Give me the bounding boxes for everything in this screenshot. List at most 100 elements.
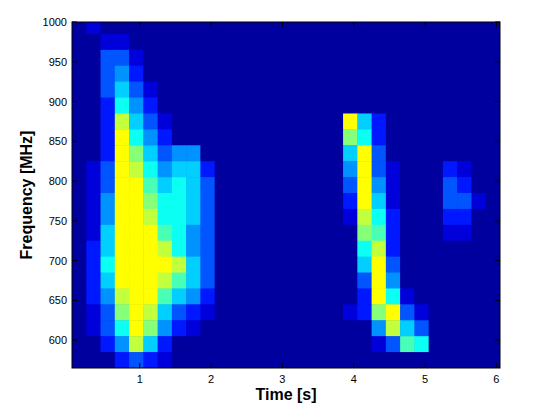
cell: [457, 257, 472, 273]
cell: [457, 161, 472, 177]
cell: [414, 129, 429, 145]
cell: [443, 129, 458, 145]
cell: [471, 129, 486, 145]
cell: [229, 320, 244, 336]
cell: [215, 22, 230, 34]
cell: [229, 304, 244, 320]
cell: [414, 241, 429, 257]
cell: [86, 129, 101, 145]
cell: [457, 50, 472, 66]
cell: [215, 50, 230, 66]
cell: [101, 66, 116, 82]
cell: [115, 161, 130, 177]
cell: [414, 161, 429, 177]
cell: [286, 177, 301, 193]
cell: [443, 98, 458, 114]
cell: [357, 209, 372, 225]
cell: [272, 209, 287, 225]
cell: [72, 193, 87, 209]
cell: [86, 336, 101, 352]
cell: [329, 320, 344, 336]
cell: [243, 352, 258, 368]
cell: [372, 145, 387, 161]
cell: [272, 193, 287, 209]
cell: [86, 352, 101, 368]
cell: [257, 82, 272, 98]
cell: [101, 225, 116, 241]
cell: [443, 241, 458, 257]
cell: [429, 113, 444, 129]
cell: [343, 82, 358, 98]
cell: [386, 241, 401, 257]
cell: [486, 304, 500, 320]
cell: [200, 225, 215, 241]
cell: [143, 177, 158, 193]
cell: [343, 145, 358, 161]
cell: [129, 50, 144, 66]
x-tick-top: [353, 22, 354, 27]
cell: [172, 161, 187, 177]
cell: [357, 273, 372, 289]
cell: [243, 82, 258, 98]
x-tick-label: 3: [279, 373, 285, 385]
cell: [143, 145, 158, 161]
cell: [172, 50, 187, 66]
cell: [286, 34, 301, 50]
y-tick-right: [495, 260, 500, 261]
cell: [457, 352, 472, 368]
cell: [300, 66, 315, 82]
cell: [329, 82, 344, 98]
cell: [386, 66, 401, 82]
cell: [257, 320, 272, 336]
cell: [486, 320, 500, 336]
cell: [172, 320, 187, 336]
cell: [101, 320, 116, 336]
cell: [158, 304, 173, 320]
cells: [72, 22, 500, 368]
cell: [172, 113, 187, 129]
cell: [386, 304, 401, 320]
cell: [457, 288, 472, 304]
cell: [101, 273, 116, 289]
cell: [286, 145, 301, 161]
cell: [115, 288, 130, 304]
cell: [115, 225, 130, 241]
cell: [471, 209, 486, 225]
cell: [115, 241, 130, 257]
y-tick-label: 900: [49, 96, 67, 108]
cell: [115, 34, 130, 50]
cell: [429, 98, 444, 114]
cell: [286, 336, 301, 352]
cell: [186, 50, 201, 66]
cell: [229, 145, 244, 161]
cell: [86, 34, 101, 50]
cell: [343, 161, 358, 177]
cell: [86, 257, 101, 273]
y-tick-right: [495, 61, 500, 62]
cell: [143, 66, 158, 82]
cell: [257, 288, 272, 304]
cell: [372, 257, 387, 273]
cell: [443, 50, 458, 66]
cell: [229, 352, 244, 368]
cell: [143, 161, 158, 177]
cell: [386, 82, 401, 98]
cell: [386, 225, 401, 241]
cell: [158, 241, 173, 257]
cell: [186, 145, 201, 161]
x-tick: [425, 363, 426, 368]
cell: [272, 177, 287, 193]
cell: [172, 82, 187, 98]
cell: [471, 193, 486, 209]
cell: [86, 273, 101, 289]
cell: [115, 209, 130, 225]
cell: [272, 82, 287, 98]
cell: [357, 352, 372, 368]
cell: [471, 273, 486, 289]
cell: [343, 352, 358, 368]
cell: [215, 304, 230, 320]
cell: [143, 34, 158, 50]
cell: [158, 225, 173, 241]
cell: [315, 34, 330, 50]
cell: [257, 225, 272, 241]
